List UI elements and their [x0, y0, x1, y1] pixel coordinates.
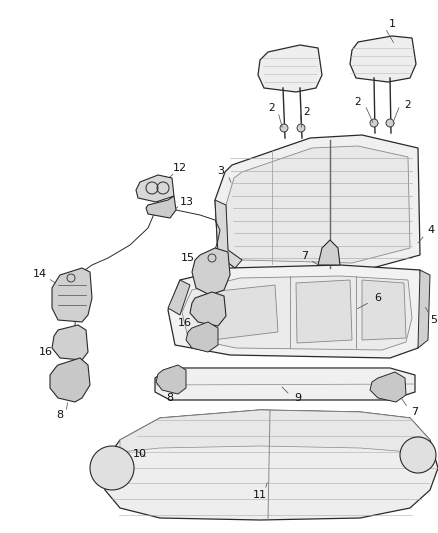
- Polygon shape: [100, 410, 438, 520]
- Text: 1: 1: [389, 19, 396, 29]
- Polygon shape: [318, 240, 340, 265]
- Polygon shape: [210, 285, 278, 340]
- Text: 15: 15: [181, 253, 195, 263]
- Polygon shape: [50, 358, 90, 402]
- Circle shape: [297, 124, 305, 132]
- Circle shape: [400, 437, 436, 473]
- Polygon shape: [418, 270, 430, 348]
- Text: 10: 10: [133, 449, 147, 459]
- Text: 7: 7: [411, 407, 419, 417]
- Circle shape: [370, 119, 378, 127]
- Polygon shape: [168, 265, 425, 358]
- Text: 8: 8: [166, 393, 173, 403]
- Polygon shape: [350, 36, 416, 82]
- Text: 8: 8: [57, 410, 64, 420]
- Text: 12: 12: [173, 163, 187, 173]
- Polygon shape: [370, 372, 406, 402]
- Polygon shape: [136, 175, 174, 202]
- Text: 4: 4: [427, 225, 434, 235]
- Text: 16: 16: [178, 318, 192, 328]
- Text: 11: 11: [253, 490, 267, 500]
- Polygon shape: [362, 280, 406, 340]
- Polygon shape: [215, 200, 242, 268]
- Text: 14: 14: [33, 269, 47, 279]
- Polygon shape: [120, 410, 430, 452]
- Text: 13: 13: [180, 197, 194, 207]
- Polygon shape: [258, 45, 322, 92]
- Text: 6: 6: [374, 293, 381, 303]
- Circle shape: [280, 124, 288, 132]
- Polygon shape: [156, 365, 186, 394]
- Polygon shape: [215, 135, 420, 272]
- Polygon shape: [52, 268, 92, 322]
- Text: 7: 7: [301, 251, 308, 261]
- Text: 3: 3: [218, 166, 225, 176]
- Polygon shape: [146, 196, 176, 218]
- Polygon shape: [186, 322, 218, 352]
- Text: 5: 5: [431, 315, 438, 325]
- Polygon shape: [192, 248, 230, 295]
- Polygon shape: [168, 280, 190, 315]
- Polygon shape: [155, 368, 415, 400]
- Polygon shape: [52, 325, 88, 360]
- Text: 2: 2: [355, 97, 361, 107]
- Text: 9: 9: [294, 393, 301, 403]
- Polygon shape: [182, 276, 412, 350]
- Text: 2: 2: [268, 103, 276, 113]
- Text: 16: 16: [39, 347, 53, 357]
- Text: 2: 2: [405, 100, 411, 110]
- Polygon shape: [226, 146, 410, 263]
- Circle shape: [90, 446, 134, 490]
- Polygon shape: [296, 280, 352, 343]
- Text: 2: 2: [304, 107, 310, 117]
- Polygon shape: [190, 292, 226, 326]
- Circle shape: [386, 119, 394, 127]
